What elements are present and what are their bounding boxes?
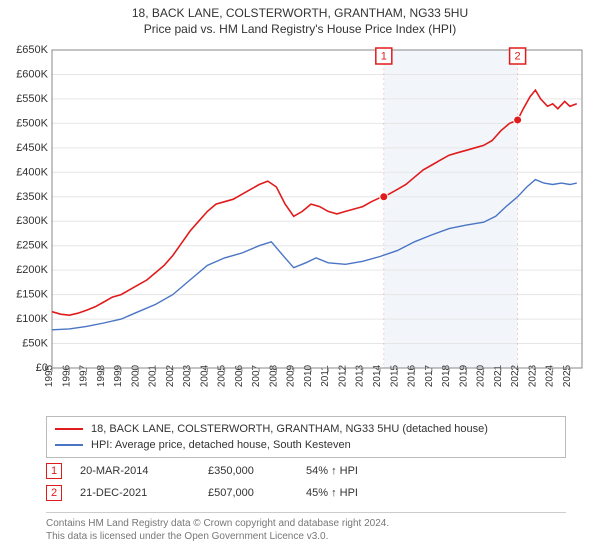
svg-text:£350K: £350K xyxy=(16,191,48,203)
legend-swatch xyxy=(55,428,83,430)
legend-label: HPI: Average price, detached house, Sout… xyxy=(91,439,351,451)
chart-title: 18, BACK LANE, COLSTERWORTH, GRANTHAM, N… xyxy=(0,6,600,20)
sale-events-table: 1 20-MAR-2014 £350,000 54% ↑ HPI 2 21-DEC-202… xyxy=(46,460,566,504)
svg-text:£450K: £450K xyxy=(16,142,48,154)
svg-text:£250K: £250K xyxy=(16,240,48,252)
svg-text:£600K: £600K xyxy=(16,68,48,80)
svg-text:1: 1 xyxy=(381,50,387,62)
svg-text:£150K: £150K xyxy=(16,289,48,301)
event-row-1: 1 20-MAR-2014 £350,000 54% ↑ HPI xyxy=(46,460,566,482)
svg-text:£500K: £500K xyxy=(16,117,48,129)
event-flag-icon: 1 xyxy=(46,463,62,479)
svg-text:£50K: £50K xyxy=(22,338,48,350)
legend-swatch xyxy=(55,444,83,446)
svg-text:£200K: £200K xyxy=(16,264,48,276)
svg-text:£550K: £550K xyxy=(16,93,48,105)
svg-text:£650K: £650K xyxy=(16,44,48,56)
chart-subtitle: Price paid vs. HM Land Registry's House … xyxy=(0,22,600,36)
chart-footer: Contains HM Land Registry data © Crown c… xyxy=(46,512,566,543)
legend-row-1: HPI: Average price, detached house, Sout… xyxy=(55,437,557,453)
legend-label: 18, BACK LANE, COLSTERWORTH, GRANTHAM, N… xyxy=(91,423,488,435)
event-price: £507,000 xyxy=(208,487,288,499)
event-pct: 54% ↑ HPI xyxy=(306,465,416,477)
event-pct: 45% ↑ HPI xyxy=(306,487,416,499)
chart-legend: 18, BACK LANE, COLSTERWORTH, GRANTHAM, N… xyxy=(46,416,566,458)
event-flag-icon: 2 xyxy=(46,485,62,501)
svg-text:£100K: £100K xyxy=(16,313,48,325)
legend-row-0: 18, BACK LANE, COLSTERWORTH, GRANTHAM, N… xyxy=(55,421,557,437)
svg-text:£400K: £400K xyxy=(16,166,48,178)
chart-area: £0£50K£100K£150K£200K£250K£300K£350K£400… xyxy=(8,44,592,408)
event-date: 21-DEC-2021 xyxy=(80,487,190,499)
event-date: 20-MAR-2014 xyxy=(80,465,190,477)
event-price: £350,000 xyxy=(208,465,288,477)
line-chart: £0£50K£100K£150K£200K£250K£300K£350K£400… xyxy=(8,44,592,408)
footer-line-2: This data is licensed under the Open Gov… xyxy=(46,530,566,543)
svg-text:£300K: £300K xyxy=(16,215,48,227)
footer-line-1: Contains HM Land Registry data © Crown c… xyxy=(46,517,566,530)
svg-text:2: 2 xyxy=(515,50,521,62)
event-row-2: 2 21-DEC-2021 £507,000 45% ↑ HPI xyxy=(46,482,566,504)
